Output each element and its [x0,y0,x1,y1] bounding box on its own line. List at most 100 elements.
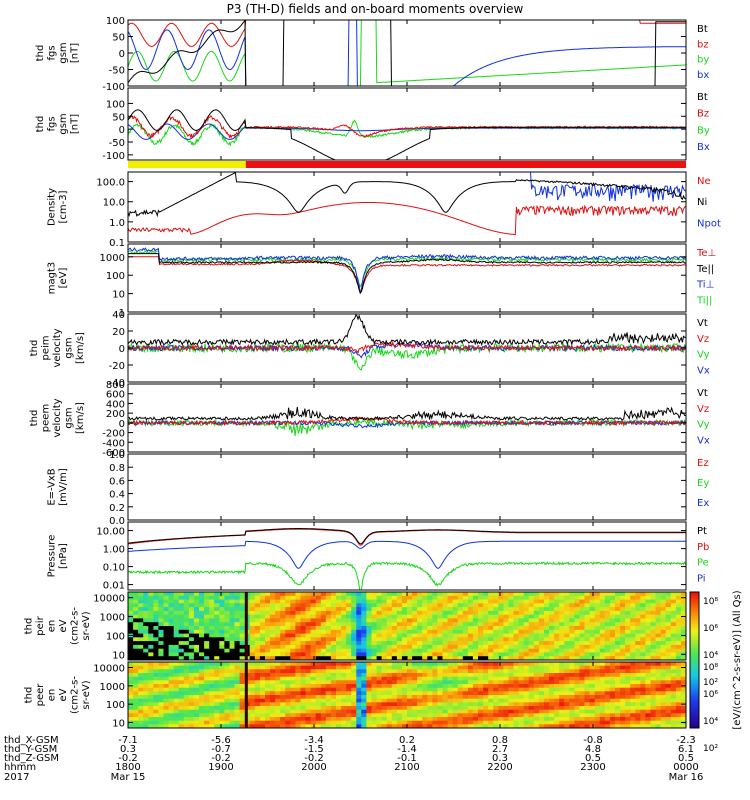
spectrogram-cell [356,662,362,667]
spectrogram-cell [381,720,388,725]
spectrogram-cell [645,717,652,722]
spectrogram-cell [675,724,682,728]
spectrogram-cell [254,691,261,696]
spectrogram-cell [417,709,423,714]
spectrogram-cell [635,652,641,657]
series-line-bx [128,20,686,86]
spectrogram-cell [655,641,662,646]
spectrogram-cell [168,637,175,642]
spectrogram-cell [270,614,276,620]
legend-Ex: Ex [697,498,709,509]
spectrogram-cell [483,706,489,711]
spectrogram-cell [219,614,225,620]
x-row-label: 2017 [4,772,29,783]
spectrogram-cell [407,702,413,707]
spectrogram-cell [564,698,570,703]
spectrogram-cell [204,607,210,612]
spectrogram-cell [594,720,601,725]
spectrogram-cell [488,698,494,703]
spectrogram-cell [422,717,428,722]
spectrogram-cell [604,717,611,722]
spectrogram-cell [544,652,550,657]
spectrogram-cell [523,709,530,714]
spectrogram-cell [336,680,342,685]
spectrogram-cell [675,698,682,703]
spectrogram-cell [513,691,520,696]
spectrogram-cell [442,687,449,692]
spectrogram-cell [336,724,342,728]
spectrogram-cell [310,648,317,654]
spectrogram-cell [645,603,652,608]
spectrogram-cell [259,702,266,707]
spectrogram-cell [523,603,530,608]
spectrogram-cell [229,724,236,728]
y-axis-label: peim [41,335,52,360]
spectrogram-cell [407,652,413,657]
spectrogram-cell [138,633,144,638]
spectrogram-cell [341,648,347,654]
spectrogram-cell [650,684,657,689]
spectrogram-cell [183,592,190,597]
spectrogram-cell [538,607,545,612]
spectrogram-cell [315,673,322,678]
spectrogram-cell [670,599,677,604]
spectrogram-cell [325,717,332,722]
spectrogram-cell [290,706,296,711]
spectrogram-cell [305,641,312,646]
spectrogram-cell [128,592,134,597]
spectrogram-cell [518,637,525,642]
spectrogram-cell [604,724,611,728]
spectrogram-cell [437,669,444,674]
spectrogram-cell [427,676,433,681]
spectrogram-cell [239,695,246,700]
spectrogram-cell [366,695,373,700]
spectrogram-cell [285,637,291,642]
spectrogram-cell [488,662,494,667]
spectrogram-cell [528,637,535,642]
spectrogram-cell [589,648,596,654]
spectrogram-cell [493,695,499,700]
spectrogram-cell [599,713,606,718]
spectrogram-cell [447,599,454,604]
spectrogram-cell [391,687,398,692]
spectrogram-cell [381,599,388,604]
spectrogram-cell [376,603,383,608]
spectrogram-cell [533,629,540,635]
spectrogram-cell [630,603,636,608]
spectrogram-cell [290,592,296,597]
spectrogram-cell [346,648,352,654]
spectrogram-cell [204,709,210,714]
series-line-Pi [128,540,686,569]
spectrogram-cell [259,595,266,601]
y-axis-label: thd [29,410,40,427]
spectrogram-cell [214,676,220,681]
spectrogram-cell [204,669,210,674]
spectrogram-cell [214,614,220,620]
spectrogram-cell [412,717,418,722]
spectrogram-cell [625,665,631,670]
spectrogram-cell [325,702,332,707]
spectrogram-cell [447,637,454,642]
spectrogram-cell [275,662,281,667]
spectrogram-cell [391,622,398,627]
spectrogram-cell [447,669,454,674]
spectrogram-cell [508,720,515,725]
spectrogram-cell [417,713,423,718]
spectrogram-cell [133,618,139,623]
spectrogram-cell [401,622,408,627]
spectrogram-cell [315,637,322,642]
spectrogram-cell [270,687,276,692]
spectrogram-cell [193,637,200,642]
spectrogram-cell [239,629,246,635]
spectrogram-cell [346,676,352,681]
spectrogram-cell [462,691,469,696]
spectrogram-cell [599,698,606,703]
spectrogram-cell [645,665,652,670]
colorbar-cell [690,646,699,649]
y-tick-label: 100 [106,700,125,711]
spectrogram-cell [665,691,672,696]
spectrogram-cell [609,610,616,616]
spectrogram-cell [401,706,408,711]
spectrogram-cell [559,610,565,616]
spectrogram-cell [270,648,276,654]
